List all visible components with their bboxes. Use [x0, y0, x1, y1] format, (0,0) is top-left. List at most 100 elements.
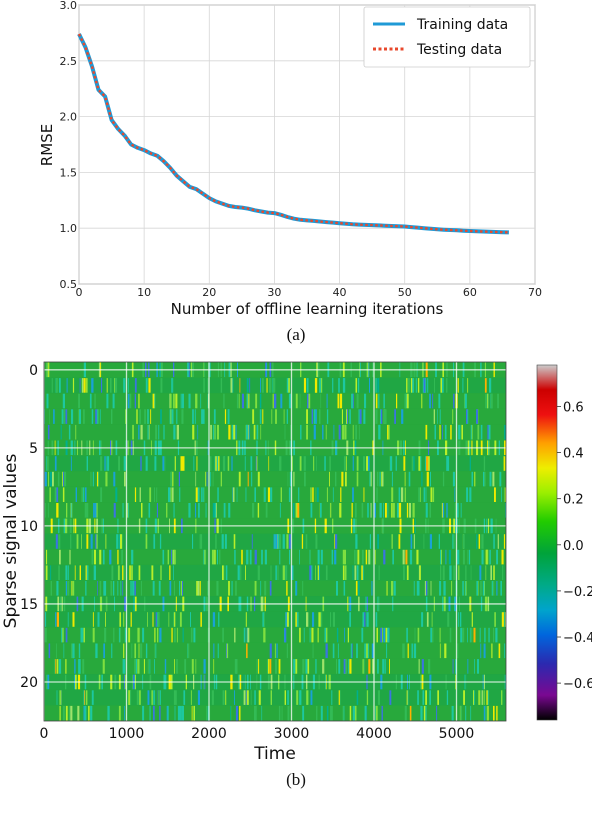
heatmap-cell [462, 581, 464, 596]
heatmap-cell [244, 456, 246, 471]
heatmap-cell [89, 393, 92, 409]
heatmap-cell [355, 549, 357, 565]
heatmap-cell [344, 627, 345, 643]
heatmap-cell [120, 581, 122, 596]
heatmap-cell [55, 659, 57, 674]
heatmap-cell [174, 612, 176, 627]
heatmap-cell [380, 627, 382, 643]
heatmap-cell [295, 659, 298, 674]
heatmap-cell [241, 393, 244, 409]
heatmap-cell [449, 627, 452, 643]
heatmap-cell [270, 487, 273, 502]
heatmap-cell [159, 627, 162, 643]
heatmap-cell [421, 659, 424, 674]
heatmap-cell [222, 627, 224, 643]
heatmap-cell [320, 549, 323, 565]
heatmap-cell [72, 612, 75, 627]
heatmap-cell [389, 659, 390, 674]
heatmap-cell [342, 424, 344, 440]
heatmap-cell [365, 549, 368, 565]
heatmap-cell [480, 581, 482, 596]
heatmap-cell [254, 581, 257, 596]
heatmap-cell [158, 424, 160, 440]
heatmap-cell [248, 424, 250, 440]
heatmap-cell [310, 503, 313, 518]
heatmap-cell [281, 705, 283, 721]
heatmap-cell [268, 378, 271, 393]
heatmap-cell [381, 471, 384, 487]
heatmap-cell [345, 456, 347, 471]
heatmap-cell [55, 378, 58, 393]
heatmap-cell [149, 659, 151, 674]
heatmap-cell [44, 503, 46, 518]
heatmap-cell [160, 378, 163, 393]
heatmap-cell [378, 393, 380, 409]
heatmap-cell [344, 424, 347, 440]
heatmap-cell [159, 705, 161, 721]
heatmap-cell [398, 534, 401, 549]
heatmap-cell [176, 659, 178, 674]
heatmap-cell [179, 581, 180, 596]
heatmap-cell [319, 409, 321, 424]
heatmap-cell [419, 565, 421, 580]
heatmap-cell [303, 627, 305, 643]
heatmap-cell [187, 643, 190, 659]
heatmap-x-tick-label: 0 [40, 726, 49, 742]
heatmap-cell [418, 659, 420, 674]
heatmap-cell [217, 643, 219, 659]
heatmap-cell [407, 643, 409, 659]
heatmap-cell [110, 581, 113, 596]
colorbar-tick-label: −0.6 [563, 677, 592, 692]
heatmap-cell [192, 409, 194, 424]
heatmap-cell [411, 456, 414, 471]
heatmap-cell [413, 643, 417, 659]
heatmap-cell [332, 487, 334, 502]
heatmap-cell [267, 487, 270, 502]
heatmap-cell [416, 549, 419, 565]
heatmap-row [44, 408, 506, 425]
heatmap-cell [83, 627, 85, 643]
heatmap-cell [234, 549, 236, 565]
heatmap-cell [350, 643, 352, 659]
heatmap-cell [393, 581, 396, 596]
heatmap-cell [79, 378, 81, 393]
heatmap-cell [204, 549, 206, 565]
heatmap-cell [81, 534, 82, 549]
heatmap-cell [367, 503, 369, 518]
heatmap-cell [490, 393, 493, 409]
heatmap-cell [117, 549, 119, 565]
heatmap-cell [71, 581, 73, 596]
panel-a-caption: (a) [287, 325, 306, 344]
x-tick-label: 60 [463, 286, 477, 299]
heatmap-cell [450, 424, 452, 440]
heatmap-cell [295, 581, 298, 596]
colorbar-tick-label: 0.2 [563, 493, 584, 508]
heatmap-cell [468, 549, 471, 565]
heatmap-cell [410, 534, 413, 549]
heatmap-cell [52, 471, 54, 487]
heatmap-cell [123, 456, 125, 471]
heatmap-cell [456, 549, 459, 565]
heatmap-cell [357, 549, 360, 565]
heatmap-cell [45, 612, 47, 627]
heatmap-cell [383, 627, 386, 643]
heatmap-cell [239, 378, 241, 393]
heatmap-cell [493, 565, 495, 580]
heatmap-cell [370, 471, 372, 487]
heatmap-cell [83, 705, 85, 721]
heatmap-cell [449, 565, 452, 580]
heatmap-cell [280, 487, 282, 502]
heatmap-cell [313, 409, 316, 424]
heatmap-cell [287, 690, 289, 705]
heatmap-cell [322, 424, 324, 440]
heatmap-cell [273, 378, 276, 393]
heatmap-cell [63, 409, 66, 424]
heatmap-cell [479, 565, 482, 580]
heatmap-cell [213, 643, 215, 659]
heatmap-cell [375, 378, 377, 393]
heatmap-cell [230, 705, 231, 721]
heatmap-cell [343, 705, 345, 721]
heatmap-cell [444, 643, 447, 659]
x-tick-label: 30 [267, 286, 281, 299]
heatmap-cell [96, 409, 98, 424]
